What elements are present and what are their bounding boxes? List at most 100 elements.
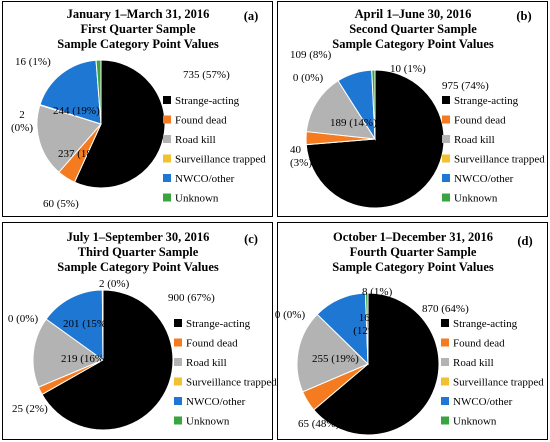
- chart-title-q3-line-3: Sample Category Point Values: [57, 260, 219, 274]
- pie-slice-q3-nwco-other: [45, 289, 104, 361]
- data-label-q4-surveillance-trapped: 0 (0%): [275, 309, 306, 321]
- legend-swatch-q1-found-dead: [163, 115, 171, 124]
- data-label-q4-road-kill: 255 (19%): [312, 353, 359, 365]
- panel-tag-q4: (d): [517, 234, 532, 248]
- data-label-q1-strange-acting: 735 (57%): [183, 69, 230, 81]
- legend-label-q4-found-dead: Found dead: [453, 338, 505, 350]
- data-label-q3-surveillance-trapped: 0 (0%): [8, 313, 39, 325]
- panel-q2: April 1–June 30, 2016 Second Quarter Samp…: [277, 1, 548, 217]
- legend-swatch-q2-surveillance-trapped: [442, 154, 450, 163]
- legend-swatch-q2-nwco-other: [442, 174, 450, 182]
- data-label-q2-unknown: 10 (1%): [390, 63, 426, 75]
- data-label-q4-unknown: 8 (1%): [362, 286, 393, 298]
- pie-slice-q4-strange-acting: [313, 292, 440, 436]
- panel-tag-q2: (b): [516, 9, 531, 23]
- panel-q1: January 1–March 31, 2016 First Quarter Sa…: [2, 1, 273, 217]
- legend-label-q1-found-dead: Found dead: [175, 115, 227, 127]
- pie-slice-q1-nwco-other: [39, 59, 102, 125]
- legend-label-q4-road-kill: Road kill: [453, 357, 494, 369]
- legend-swatch-q4-road-kill: [441, 358, 449, 366]
- legend-label-q1-road-kill: Road kill: [175, 134, 216, 146]
- panel-tag-q3: (c): [244, 232, 258, 246]
- chart-title-q2-line-1: April 1–June 30, 2016: [355, 7, 472, 21]
- pie-slice-q4-unknown: [364, 292, 369, 365]
- legend-label-q1-strange-acting: Strange-acting: [175, 95, 240, 107]
- legend-label-q3-nwco-other: NWCO/other: [186, 396, 246, 408]
- data-label-q3-strange-acting: 900 (67%): [168, 292, 215, 304]
- pie-slice-q3-unknown: [101, 289, 104, 361]
- legend-label-q2-nwco-other: NWCO/other: [454, 173, 514, 185]
- legend-swatch-q3-unknown: [174, 416, 182, 425]
- pie-slice-q4-road-kill: [296, 313, 369, 393]
- legend-swatch-q3-road-kill: [174, 358, 182, 366]
- chart-title-q1-line-1: January 1–March 31, 2016: [67, 7, 210, 21]
- data-label-q1-surveillance-trapped: 2 (0%): [11, 109, 33, 134]
- chart-title-q2-line-2: Second Quarter Sample: [349, 22, 477, 36]
- data-label-q1-unknown: 16 (1%): [15, 56, 51, 68]
- pie-slice-q3-road-kill: [32, 318, 105, 388]
- legend-swatch-q1-unknown: [163, 193, 171, 202]
- data-label-q4-strange-acting: 870 (64%): [422, 303, 469, 315]
- legend-label-q3-strange-acting: Strange-acting: [186, 318, 251, 330]
- pie-slice-q1-road-kill: [36, 104, 102, 173]
- data-label-q3-unknown: 2 (0%): [99, 278, 130, 290]
- legend-swatch-q1-strange-acting: [163, 96, 171, 104]
- data-label-q4-found-dead: 65 (48%): [298, 418, 340, 430]
- data-label-q2-found-dead: 40 (3%): [290, 144, 312, 169]
- panel-tag-q1: (a): [244, 9, 259, 23]
- data-label-q1-nwco-other: 244 (19%): [53, 105, 100, 117]
- panel-q4: October 1–December 31, 2016 Fourth Quarte…: [275, 222, 548, 440]
- legend-label-q4-strange-acting: Strange-acting: [453, 318, 518, 330]
- chart-title-q3-line-2: Third Quarter Sample: [78, 245, 199, 259]
- legend-label-q2-road-kill: Road kill: [454, 134, 495, 146]
- data-label-q2-surveillance-trapped: 0 (0%): [293, 72, 324, 84]
- legend-label-q4-nwco-other: NWCO/other: [453, 396, 513, 408]
- legend-swatch-q3-nwco-other: [174, 397, 182, 405]
- legend-label-q4-unknown: Unknown: [453, 416, 497, 428]
- legend-label-q4-surveillance-trapped: Surveillance trapped: [453, 377, 544, 389]
- legend-swatch-q4-found-dead: [441, 338, 449, 347]
- legend-label-q1-nwco-other: NWCO/other: [175, 173, 235, 185]
- legend-swatch-q1-nwco-other: [163, 174, 171, 182]
- legend-label-q3-found-dead: Found dead: [186, 338, 238, 350]
- legend-label-q2-unknown: Unknown: [454, 193, 498, 205]
- data-label-q2-nwco-other: 109 (8%): [290, 49, 332, 61]
- legend-label-q1-unknown: Unknown: [175, 193, 219, 205]
- chart-title-q2-line-3: Sample Category Point Values: [332, 37, 494, 51]
- legend-swatch-q2-unknown: [442, 193, 450, 202]
- legend-swatch-q1-road-kill: [163, 135, 171, 143]
- pie-slice-q2-road-kill: [305, 80, 376, 140]
- pie-slice-q3-strange-acting: [41, 289, 174, 431]
- legend-swatch-q4-nwco-other: [441, 397, 449, 405]
- legend-swatch-q1-surveillance-trapped: [163, 154, 171, 163]
- legend-label-q1-surveillance-trapped: Surveillance trapped: [175, 154, 266, 166]
- chart-title-q1-line-3: Sample Category Point Values: [57, 37, 219, 51]
- legend-swatch-q2-found-dead: [442, 115, 450, 124]
- legend-swatch-q3-strange-acting: [174, 319, 182, 327]
- legend-swatch-q3-found-dead: [174, 338, 182, 347]
- pie-slice-q2-unknown: [371, 69, 376, 140]
- legend-swatch-q2-road-kill: [442, 135, 450, 143]
- data-label-q4-nwco-other: 165 (12%): [353, 312, 381, 337]
- pie-slice-q1-unknown: [95, 59, 102, 125]
- legend-swatch-q2-strange-acting: [442, 96, 450, 104]
- data-label-q2-strange-acting: 975 (74%): [442, 80, 489, 92]
- chart-title-q1-line-2: First Quarter Sample: [80, 22, 195, 36]
- chart-title-q4-line-1: October 1–December 31, 2016: [333, 230, 493, 244]
- data-label-q1-road-kill: 237 (18%): [58, 148, 105, 160]
- data-label-q1-found-dead: 60 (5%): [43, 198, 79, 210]
- legend-label-q3-surveillance-trapped: Surveillance trapped: [186, 377, 277, 389]
- data-label-q3-found-dead: 25 (2%): [12, 403, 48, 415]
- legend-label-q3-road-kill: Road kill: [186, 357, 227, 369]
- panel-q3: July 1–September 30, 2016 Third Quarter S…: [2, 222, 277, 440]
- data-label-q2-road-kill: 189 (14%): [330, 117, 377, 129]
- legend-label-q3-unknown: Unknown: [186, 416, 230, 428]
- data-label-q3-nwco-other: 201 (15%): [63, 318, 110, 330]
- legend-swatch-q4-strange-acting: [441, 319, 449, 327]
- legend-label-q2-strange-acting: Strange-acting: [454, 95, 519, 107]
- data-label-q3-road-kill: 219 (16%): [61, 353, 108, 365]
- chart-title-q4-line-2: Fourth Quarter Sample: [350, 245, 477, 259]
